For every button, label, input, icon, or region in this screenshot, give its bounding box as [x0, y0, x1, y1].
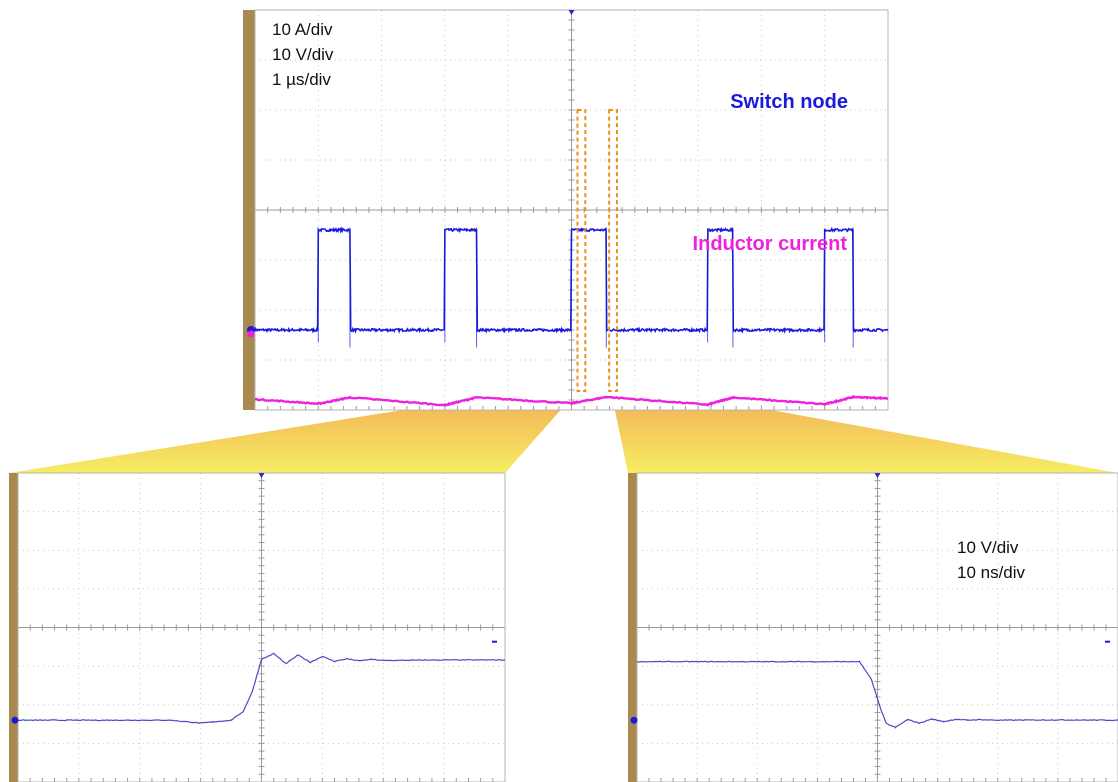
falling-edge-zoom-scale-label-1: 10 V/div	[957, 538, 1019, 557]
overview-scale-label-1: 10 A/div	[272, 20, 333, 39]
switch-node-series	[254, 226, 889, 348]
zoom-window-1	[576, 109, 587, 392]
overview-scale-label-3: 1 µs/div	[272, 70, 331, 89]
falling-edge-zoom-scope-strip	[628, 473, 637, 782]
switch-node-label: Switch node	[730, 91, 848, 113]
inductor-current-trace	[254, 394, 888, 407]
falling-edge-zoom-trace	[636, 660, 1118, 729]
switch-node-trace	[254, 226, 889, 334]
rising-edge-zoom-axis-ticks	[17, 472, 506, 782]
overview-scope-trigger-marker	[568, 10, 575, 15]
inductor-current-series	[254, 394, 888, 407]
falling-edge-zoom-trigger-marker	[874, 473, 881, 478]
rising-edge-zoom-trace	[18, 652, 506, 724]
zoom-window-2	[608, 109, 618, 392]
falling-edge-zoom-ground-marker	[630, 716, 638, 724]
overview-scope	[243, 9, 889, 411]
inductor-current-label: Inductor current	[693, 233, 848, 255]
falling-edge-zoom-axis-ticks	[636, 472, 1118, 782]
rising-edge-zoom-trigger-marker	[258, 473, 265, 478]
falling-edge-zoom	[628, 472, 1118, 782]
overview-scale-label-2: 10 V/div	[272, 45, 334, 64]
rising-edge-zoom-ground-marker	[11, 716, 19, 724]
rising-edge-zoom-scope-strip	[9, 473, 18, 782]
channel-2-ground-marker	[247, 330, 255, 338]
falling-edge-zoom-scale-label-2: 10 ns/div	[957, 563, 1026, 582]
overview-scope-scope-strip	[243, 10, 255, 410]
rising-edge-zoom	[9, 472, 506, 782]
